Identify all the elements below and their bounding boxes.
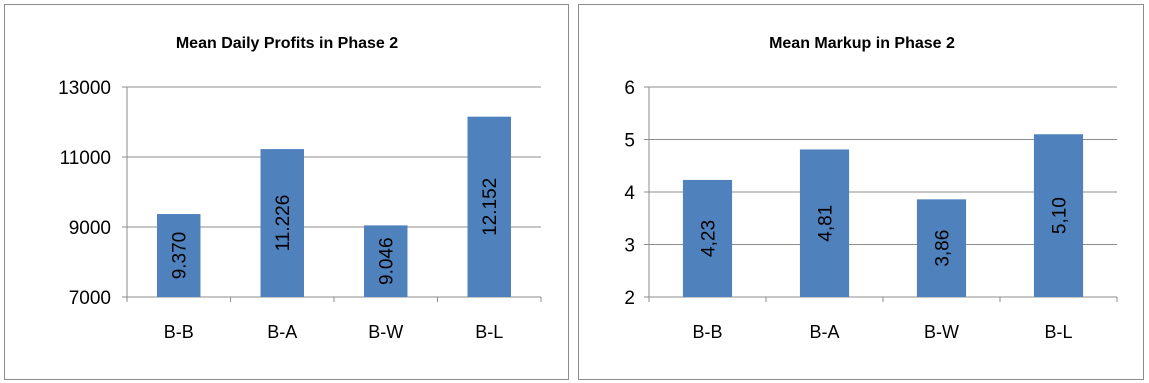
bar-b-l (467, 116, 511, 298)
category-label: B-L (475, 322, 503, 342)
bar-b-a (799, 149, 850, 297)
category-label: B-A (267, 322, 297, 342)
y-tick-label: 3 (624, 236, 635, 257)
profits-chart: Mean Daily Profits in Phase 2 7000 9000 11… (58, 35, 542, 342)
y-tick-label: 5 (624, 131, 635, 152)
y-tick-label: 9000 (69, 218, 111, 239)
markup-chart: Mean Markup in Phase 2 2 3 4 5 6 4,23 B-B 4,81 B… (624, 35, 1118, 342)
category-label: B-B (164, 322, 194, 342)
y-tick-label: 6 (624, 78, 635, 99)
bar-b-b (157, 214, 201, 297)
category-label: B-L (1044, 322, 1072, 342)
data-label: 4,23 (699, 220, 720, 257)
y-tick-label: 7000 (69, 288, 111, 309)
y-tick-label: 4 (624, 183, 635, 204)
markup-chart-panel: Mean Markup in Phase 2 2 3 4 5 6 4,23 B-B 4,81 B… (578, 4, 1144, 380)
bar-b-l (1033, 134, 1084, 297)
profits-chart-panel: Mean Daily Profits in Phase 2 7000 9000 11… (4, 4, 569, 380)
y-tick-label: 13000 (58, 78, 111, 99)
category-label: B-B (692, 322, 722, 342)
data-label: 3,86 (933, 230, 954, 267)
data-label: 9.370 (170, 232, 191, 280)
bar-b-w (364, 225, 408, 297)
category-label: B-W (924, 322, 959, 342)
bar-b-b (682, 179, 733, 297)
data-label: 5,10 (1050, 197, 1071, 234)
bar-b-w (916, 199, 967, 297)
y-tick-label: 2 (624, 288, 635, 309)
data-label: 9.046 (377, 237, 398, 285)
chart-title: Mean Daily Profits in Phase 2 (176, 35, 398, 52)
y-tick-label: 11000 (60, 148, 111, 169)
data-label: 12.152 (480, 178, 501, 236)
data-label: 4,81 (816, 205, 837, 242)
category-label: B-A (809, 322, 839, 342)
bar-b-a (260, 149, 304, 297)
chart-title: Mean Markup in Phase 2 (769, 35, 955, 52)
category-label: B-W (368, 322, 403, 342)
data-label: 11.226 (273, 195, 294, 252)
